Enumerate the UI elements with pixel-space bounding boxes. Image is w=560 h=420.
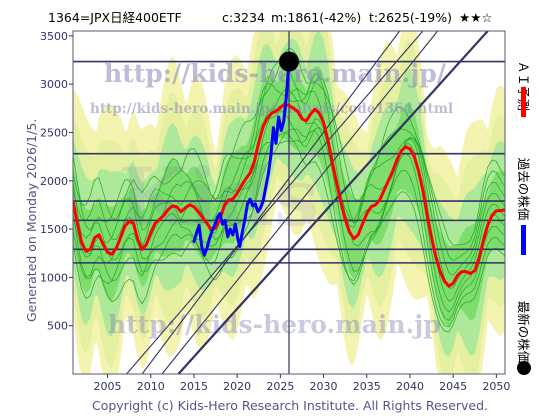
legend: ＡＩ予測 過去の株価 最新の株価 xyxy=(516,61,531,375)
y-axis: 500 1000 1500 2000 2500 3000 3500 xyxy=(40,30,73,333)
header-min-info: m:1861(-42%) xyxy=(271,10,361,25)
watermark-url-bottom: http://kids-hero.main.jp xyxy=(108,310,441,339)
series-layer xyxy=(73,60,505,288)
x-axis: 2005 2010 2015 2020 2025 2030 2035 2040 2045 2050 xyxy=(94,374,510,393)
past-price-line xyxy=(192,60,291,257)
header-target-info: t:2625(-19%) xyxy=(369,10,452,25)
x-tick-label: 2015 xyxy=(180,380,208,393)
legend-ai-forecast-swatch xyxy=(521,87,526,117)
x-tick-label: 2045 xyxy=(439,380,467,393)
watermark-url-sub: http://kids-hero.main.jp/analysis/code13… xyxy=(90,101,453,117)
generated-date-label: Generated on Monday 2026/1/5. xyxy=(24,119,39,322)
y-tick-label: 500 xyxy=(47,320,68,333)
x-tick-label: 2035 xyxy=(353,380,381,393)
legend-ai-forecast-label: ＡＩ予測 xyxy=(516,61,531,111)
watermark-url-main: http://kids-hero.main.jp/ xyxy=(104,59,447,88)
band-light-green xyxy=(73,31,505,357)
trend-line xyxy=(161,31,439,374)
header-code-name: 1364=JPX日経400ETF xyxy=(48,10,182,25)
copyright-text: Copyright (c) Kids-Hero Research Institu… xyxy=(92,398,488,413)
y-tick-label: 1500 xyxy=(40,223,68,236)
x-tick-label: 2005 xyxy=(94,380,122,393)
x-tick-label: 2025 xyxy=(266,380,294,393)
trend-line xyxy=(141,31,401,374)
ai-forecast-line xyxy=(73,102,505,288)
plot-frame xyxy=(72,30,506,375)
x-tick-label: 2020 xyxy=(223,380,251,393)
x-tick-label: 2030 xyxy=(310,380,338,393)
y-tick-label: 3500 xyxy=(40,30,68,43)
legend-latest-price-label: 最新の株価 xyxy=(516,301,531,364)
latest-price-dot xyxy=(279,51,299,72)
trend-line xyxy=(177,31,489,374)
latest-price-layer xyxy=(279,51,299,72)
y-tick-label: 3000 xyxy=(40,78,68,91)
y-tick-label: 1000 xyxy=(40,271,68,284)
header-stars: ★★☆ xyxy=(459,10,493,25)
x-tick-label: 2040 xyxy=(396,380,424,393)
x-tick-label: 2050 xyxy=(482,380,510,393)
trend-channels xyxy=(126,31,489,374)
watermark-layer: Kids http://kids-hero.main.jp/ http://ki… xyxy=(90,59,453,339)
header-current: c:3234 xyxy=(222,10,265,25)
legend-past-price-swatch xyxy=(521,225,526,255)
x-tick-label: 2010 xyxy=(137,380,165,393)
trend-line xyxy=(126,31,424,374)
y-tick-label: 2500 xyxy=(40,126,68,139)
y-tick-label: 2000 xyxy=(40,175,68,188)
legend-past-price-label: 過去の株価 xyxy=(516,158,531,221)
legend-latest-price-dot xyxy=(517,361,531,375)
